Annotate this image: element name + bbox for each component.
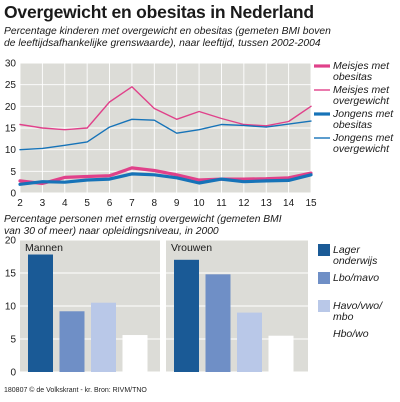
line-chart-y-tick-label: 20 [5, 102, 17, 113]
line-chart-subtitle: Percentage kinderen met overgewicht en o… [4, 26, 331, 50]
line-legend-label-2: Meisjes met overgewicht [333, 84, 390, 107]
page-title: Overgewicht en obesitas in Nederland [4, 2, 314, 22]
bar-chart-y-tick-label: 5 [10, 335, 16, 346]
line-chart-x-tick-label: 6 [107, 198, 113, 209]
bar [237, 312, 262, 372]
line-chart-x-tick-label: 4 [62, 198, 68, 209]
line-chart-x-tick-label: 11 [216, 198, 227, 209]
line-series-2 [19, 86, 312, 131]
bar-legend-swatch-3 [318, 300, 330, 312]
footer-source: 180807 © de Volkskrant - kr. Bron: RIVM/… [4, 387, 147, 394]
line-chart-y-tick-label: 30 [5, 59, 17, 70]
line-chart-x-tick-label: 5 [84, 198, 90, 209]
line-series-3 [18, 172, 313, 186]
line-chart-y-tick-label: 5 [10, 167, 16, 178]
bar [205, 274, 231, 372]
bar-chart-y-tick-label: 20 [5, 236, 17, 247]
line-chart-x-tick-label: 10 [194, 198, 206, 209]
bar [28, 254, 53, 372]
bar-chart-subtitle: Percentage personen met ernstig overgewi… [4, 214, 282, 238]
bar-chart-subtitle-line-2: van 30 of meer) naar opleidingsniveau, i… [4, 226, 219, 237]
line-chart-y-tick-label: 10 [5, 145, 17, 156]
line-legend-label-1: Meisjes met obesitas [333, 60, 390, 83]
bar [59, 311, 85, 372]
bar-chart-subtitle-line-1: Percentage personen met ernstig overgewi… [4, 214, 282, 225]
bar-legend-label-3: Havo/vwo/mbo [333, 300, 383, 323]
line-chart-subtitle-line-2: de leeftijdsafhankelijke grenswaarde), n… [4, 38, 321, 49]
line-chart-subtitle-line-1: Percentage kinderen met overgewicht en o… [4, 26, 331, 37]
line-legend-label-3: Jongens met obesitas [332, 108, 394, 131]
line-chart-x-tick-label: 13 [261, 198, 273, 209]
bar [268, 335, 294, 372]
bar-group-label: Vrouwen [171, 242, 212, 254]
bar-chart-y-tick-label: 10 [5, 302, 17, 313]
bar-legend-swatch-1 [318, 244, 330, 256]
line-chart-x-tick-label: 3 [40, 198, 46, 209]
line-chart-x-tick-label: 9 [174, 198, 180, 209]
line-chart-x-tick-label: 8 [152, 198, 158, 209]
bar-legend-label-2: Lbo/mavo [333, 272, 379, 284]
bar-legend-label-1: Lager onderwijs [333, 244, 378, 267]
bar-chart-y-tick-label: 0 [10, 368, 16, 379]
line-chart-y-tick-label: 0 [10, 189, 16, 200]
bar [174, 259, 199, 372]
line-chart-y-tick-label: 25 [5, 80, 17, 91]
bar [122, 335, 148, 372]
bar-legend-swatch-4 [317, 327, 331, 341]
line-chart-x-tick-label: 15 [305, 198, 317, 209]
line-chart-x-tick-label: 14 [283, 198, 295, 209]
line-chart-x-tick-label: 12 [238, 198, 250, 209]
line-legend-label-4: Jongens met overgewicht [332, 132, 394, 155]
bar-chart-y-tick-label: 15 [5, 269, 17, 280]
line-series-4 [19, 118, 312, 151]
bar [91, 302, 116, 372]
line-chart-x-tick-label: 2 [17, 198, 23, 209]
line-chart-x-tick-label: 7 [129, 198, 135, 209]
bar-group-label: Mannen [25, 242, 63, 254]
bar-legend-label-4: Hbo/wo [333, 328, 369, 340]
line-chart-y-tick-label: 15 [5, 124, 17, 135]
line-chart-gridlines [19, 62, 312, 194]
line-series-1 [18, 166, 313, 186]
bar-legend-swatch-2 [318, 272, 330, 284]
